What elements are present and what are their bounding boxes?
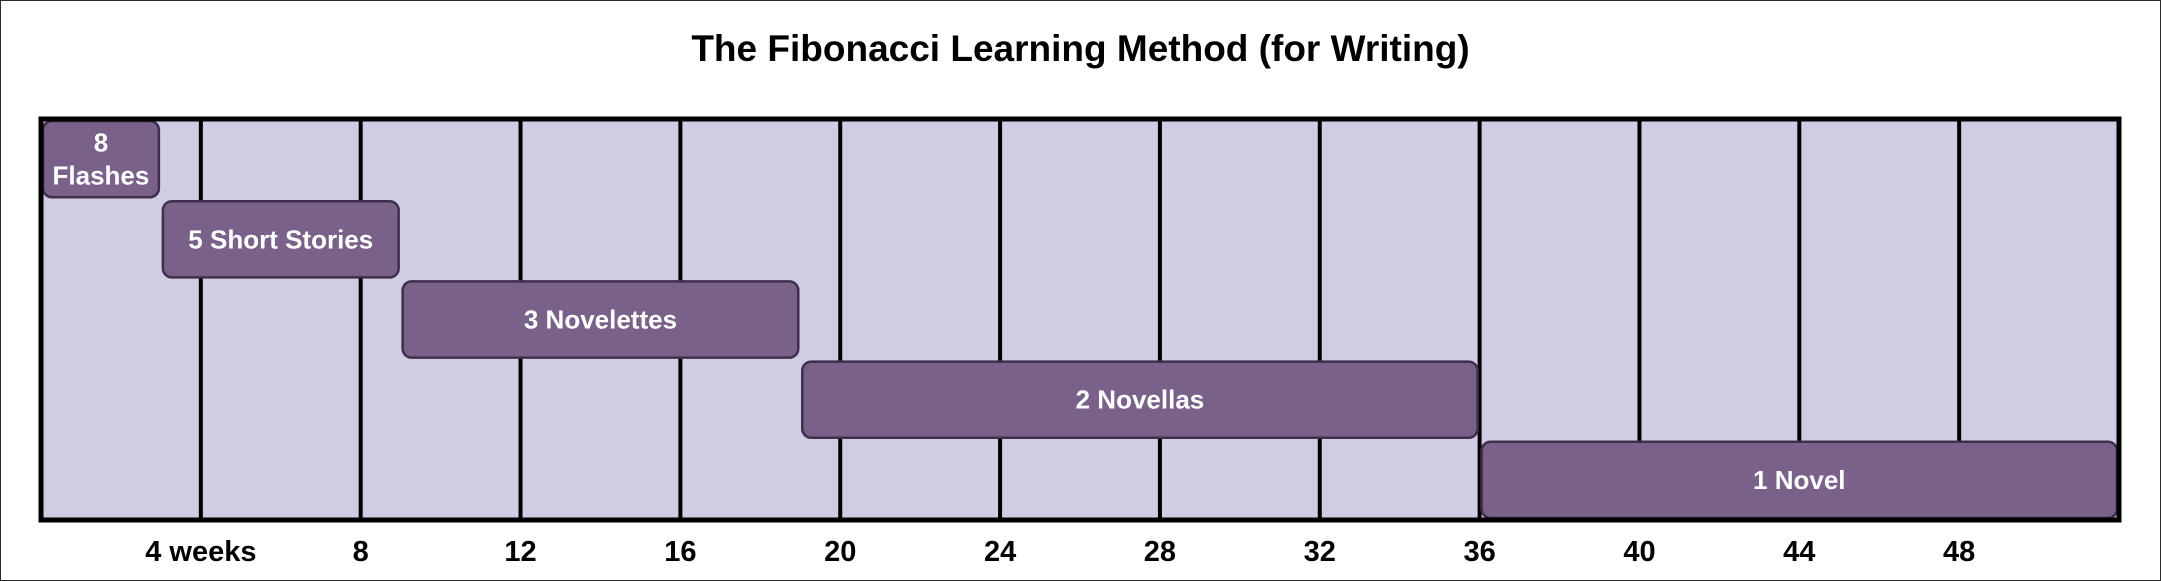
bar-label: 8 bbox=[94, 128, 108, 158]
bar-label: 3 Novelettes bbox=[524, 305, 677, 335]
plot-border bbox=[38, 116, 2122, 523]
x-axis-ticks: 4 weeks 8 12 16 20 24 28 32 36 40 44 48 bbox=[145, 536, 1975, 568]
tick-label: 48 bbox=[1943, 536, 1975, 568]
bar-rect bbox=[801, 360, 1479, 440]
tick-label: 16 bbox=[664, 536, 696, 568]
tick-label: 8 bbox=[353, 536, 369, 568]
timeline-bar: 5 Short Stories bbox=[161, 199, 400, 279]
timeline-bar: 3 Novelettes bbox=[401, 280, 800, 359]
tick-label: 28 bbox=[1144, 536, 1176, 568]
tick-label: 36 bbox=[1463, 536, 1495, 568]
tick-label: 20 bbox=[824, 536, 856, 568]
tick-label: 32 bbox=[1304, 536, 1336, 568]
timeline-bar: 1 Novel bbox=[1480, 440, 2119, 520]
chart-title: The Fibonacci Learning Method (for Writi… bbox=[691, 28, 1470, 69]
bar-label: Flashes bbox=[53, 161, 150, 191]
bar-label: 2 Novellas bbox=[1076, 385, 1205, 415]
tick-label: 44 bbox=[1783, 536, 1815, 568]
tick-label: 24 bbox=[984, 536, 1016, 568]
tick-label: 4 weeks bbox=[145, 536, 256, 568]
timeline-bar: 2 Novellas bbox=[801, 360, 1479, 440]
tick-label: 12 bbox=[504, 536, 536, 568]
bar-label: 5 Short Stories bbox=[188, 224, 373, 254]
tick-label: 40 bbox=[1623, 536, 1655, 568]
bar-rect bbox=[401, 280, 800, 359]
bar-label: 1 Novel bbox=[1753, 465, 1846, 495]
bar-rect bbox=[161, 199, 400, 279]
